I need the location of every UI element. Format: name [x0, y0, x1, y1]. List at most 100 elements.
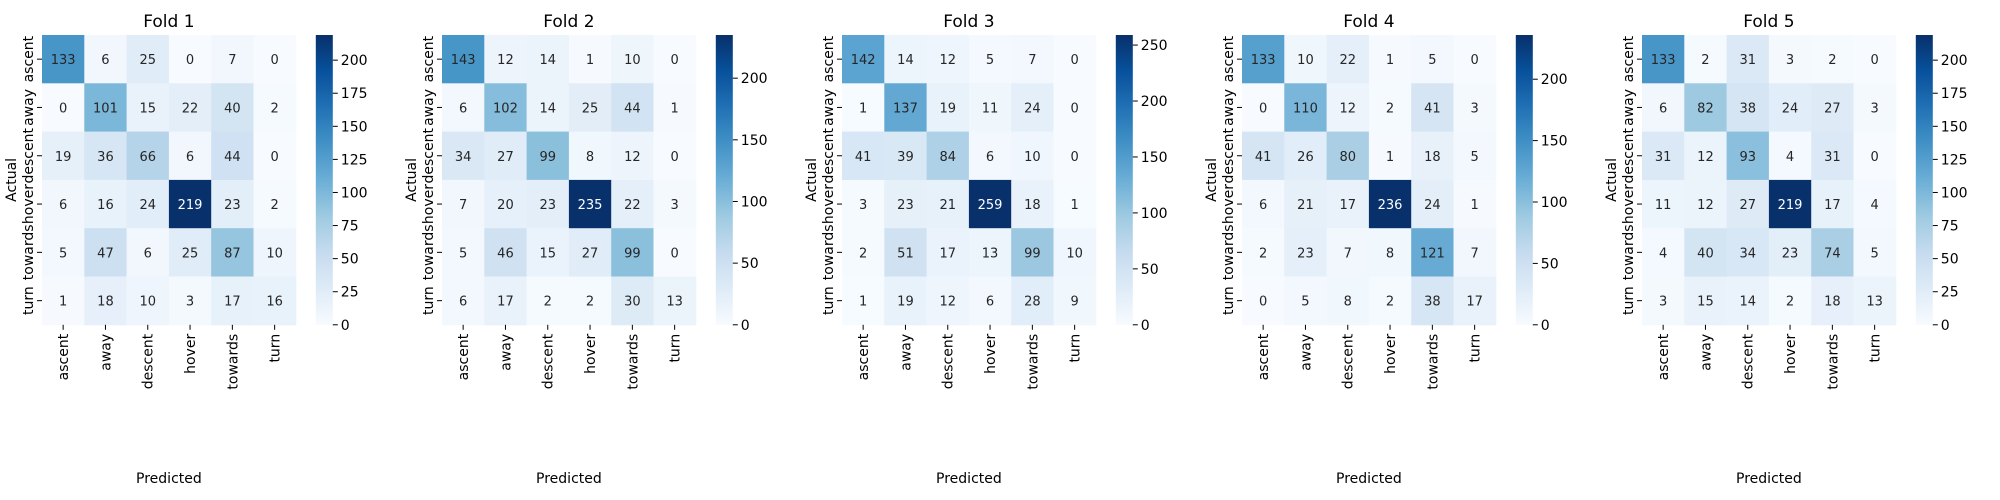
cell-value-label: 133 [1251, 53, 1276, 68]
heatmap-cell [884, 276, 928, 326]
heatmap-cell [442, 228, 485, 277]
heatmap-cell [1284, 131, 1328, 181]
cell-value-label: 38 [1739, 101, 1756, 116]
heatmap-cell [968, 131, 1012, 181]
heatmap-cell [1453, 179, 1497, 229]
cell-value-label: 17 [1824, 198, 1841, 213]
cell-value-label: 34 [455, 150, 472, 165]
heatmap-cell [126, 131, 170, 181]
cell-value-label: 5 [1871, 246, 1879, 261]
cell-value-label: 25 [182, 246, 199, 261]
cell-value-label: 0 [186, 53, 194, 68]
cell-value-label: 10 [1024, 150, 1041, 165]
y-tick-label: turn [821, 286, 837, 315]
y-tick-label: hover [1621, 184, 1637, 224]
cell-value-label: 11 [1655, 198, 1672, 213]
cell-value-label: 25 [139, 53, 156, 68]
cell-value-label: 17 [939, 246, 956, 261]
x-axis-label: Predicted [1736, 471, 1802, 487]
heatmap-cell [884, 228, 928, 277]
heatmap-cell [611, 228, 654, 277]
cell-value-label: 7 [1028, 53, 1036, 68]
heatmap-cell [1053, 179, 1097, 229]
cell-value-label: 7 [228, 53, 236, 68]
colorbar-tick-label: 100 [1141, 206, 1168, 222]
cell-value-label: 2 [586, 295, 594, 310]
cell-value-label: 13 [666, 295, 683, 310]
heatmap-cell [1853, 131, 1897, 181]
heatmap-cell [42, 276, 85, 326]
heatmap-cell [611, 83, 654, 133]
heatmap-cell [526, 276, 570, 326]
heatmap-cell [1853, 276, 1897, 326]
cell-value-label: 5 [59, 246, 67, 261]
x-tick-label: ascent [56, 333, 72, 380]
heatmap-cell [1684, 83, 1728, 133]
cell-value-label: 15 [1697, 295, 1714, 310]
cell-value-label: 10 [1297, 53, 1314, 68]
heatmap-cell [1453, 35, 1497, 84]
heatmap-cell [568, 276, 612, 326]
colorbar-tick-label: 0 [1941, 318, 1950, 334]
cell-value-label: 15 [539, 246, 556, 261]
colorbar-tick-label: 200 [741, 71, 768, 87]
heatmap-cell [1453, 276, 1497, 326]
cell-value-label: 3 [1659, 295, 1667, 310]
heatmap-cell [653, 276, 697, 326]
heatmap-cell [1011, 35, 1054, 84]
heatmap-cell [442, 276, 485, 326]
heatmap-cell [1011, 228, 1054, 277]
cell-value-label: 28 [1024, 295, 1041, 310]
heatmap-cell [1853, 228, 1897, 277]
heatmap-cell [1326, 83, 1370, 133]
cell-value-label: 137 [893, 101, 918, 116]
heatmap-cell [1642, 83, 1685, 133]
cell-value-label: 14 [1739, 295, 1756, 310]
cell-value-label: 39 [897, 150, 914, 165]
heatmap-cell [442, 131, 485, 181]
heatmap-cell [1411, 83, 1454, 133]
colorbar-tick-label: 175 [1941, 86, 1968, 102]
cell-value-label: 17 [497, 295, 514, 310]
colorbar-tick-label: 0 [1141, 318, 1150, 334]
colorbar-tick-label: 200 [341, 53, 368, 69]
cell-value-label: 19 [55, 150, 72, 165]
cell-value-label: 23 [539, 198, 556, 213]
heatmap-cell [968, 179, 1012, 229]
cell-value-label: 1 [1471, 198, 1479, 213]
cell-value-label: 10 [266, 246, 283, 261]
colorbar-tick-label: 200 [1541, 72, 1568, 88]
cell-value-label: 9 [1071, 295, 1079, 310]
cell-value-label: 12 [939, 53, 956, 68]
cell-value-label: 15 [139, 101, 156, 116]
heatmap-cell [1411, 179, 1454, 229]
heatmap-cell [842, 228, 885, 277]
heatmap-cell [484, 228, 528, 277]
x-tick-label: towards [625, 334, 641, 390]
heatmap-cell [1011, 83, 1054, 133]
cell-value-label: 4 [1659, 246, 1667, 261]
heatmap-cell [568, 179, 612, 229]
heatmap-cell [1368, 228, 1412, 277]
heatmap-cell [1411, 228, 1454, 277]
cell-value-label: 5 [1428, 53, 1436, 68]
heatmap-cell [1726, 131, 1770, 181]
heatmap-cell [1811, 35, 1854, 84]
heatmap-cell [84, 35, 128, 84]
cell-value-label: 13 [982, 246, 999, 261]
cell-value-label: 133 [1651, 53, 1676, 68]
cell-value-label: 0 [1871, 53, 1879, 68]
heatmap-cell [168, 35, 212, 84]
heatmap-cell [1242, 83, 1285, 133]
cell-value-label: 2 [271, 198, 279, 213]
colorbar-tick-label: 0 [1541, 318, 1550, 334]
heatmap-cell [526, 228, 570, 277]
x-axis-label: Predicted [1336, 471, 1402, 487]
cell-value-label: 99 [539, 150, 556, 165]
cell-value-label: 14 [539, 101, 556, 116]
y-tick-label: away [421, 89, 437, 126]
x-tick-label: turn [268, 334, 284, 363]
x-tick-label: away [1298, 334, 1314, 371]
x-tick-label: descent [541, 333, 557, 389]
y-tick-label: towards [21, 224, 37, 280]
